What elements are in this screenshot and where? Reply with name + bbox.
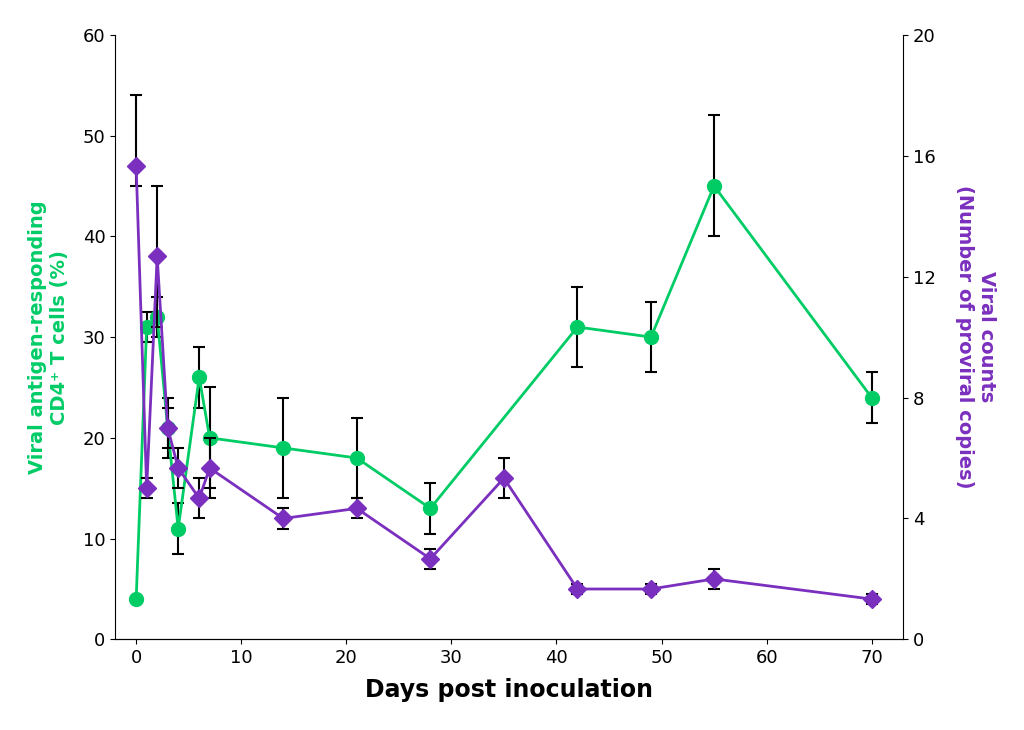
X-axis label: Days post inoculation: Days post inoculation bbox=[366, 678, 653, 702]
Y-axis label: Viral counts
(Number of proviral copies): Viral counts (Number of proviral copies) bbox=[955, 185, 996, 489]
Y-axis label: Viral antigen-responding
CD4⁺ T cells (%): Viral antigen-responding CD4⁺ T cells (%… bbox=[28, 200, 69, 474]
